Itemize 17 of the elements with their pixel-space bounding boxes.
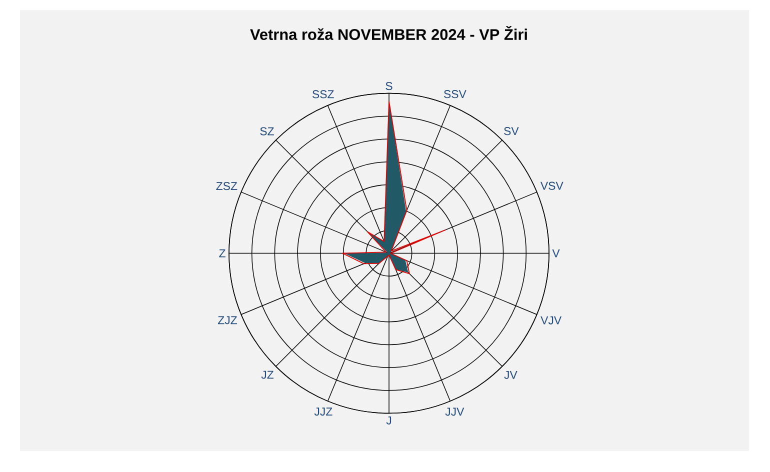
spoke-label: JJV: [445, 408, 464, 416]
spoke-label: VJV: [540, 316, 562, 324]
spoke-label: V: [552, 249, 560, 258]
spoke-label: JV: [504, 370, 518, 379]
spoke-label: JZ: [261, 370, 274, 379]
chart-title: Vetrna roža NOVEMBER 2024 - VP Žiri: [250, 26, 527, 40]
spoke-label: ZJZ: [218, 316, 238, 324]
spoke-label: J: [386, 416, 392, 424]
spoke-label: S: [386, 82, 392, 90]
spoke-label: Z: [219, 249, 226, 258]
spoke-label: SV: [504, 127, 519, 136]
spoke-label: SZ: [260, 127, 274, 136]
spoke-label: JJZ: [314, 408, 332, 416]
spoke-label: SSV: [444, 90, 466, 98]
spoke-label: VSV: [540, 182, 564, 190]
spoke-label: ZSZ: [216, 182, 238, 190]
spoke-label: SSZ: [312, 90, 334, 98]
